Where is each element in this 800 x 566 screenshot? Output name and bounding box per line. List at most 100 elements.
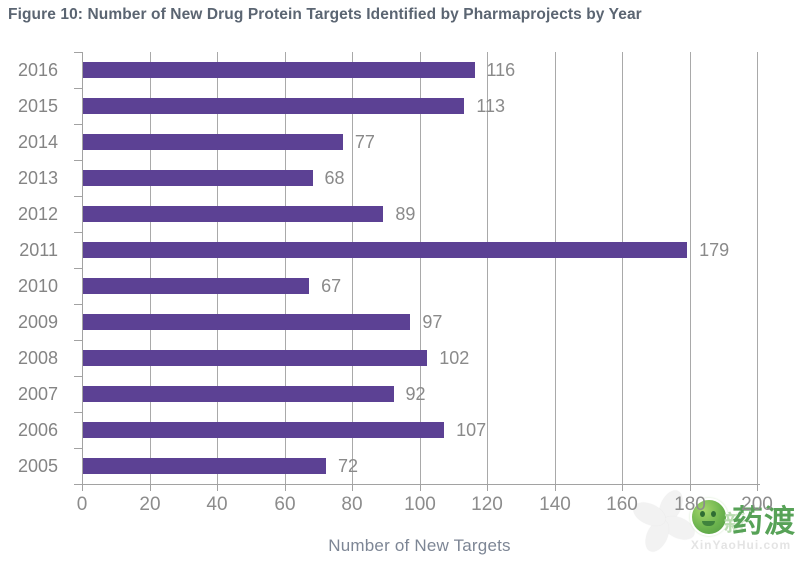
year-label: 2011	[19, 240, 58, 260]
year-label: 2006	[17, 420, 58, 440]
value-label: 68	[324, 168, 345, 188]
year-label: 2007	[17, 384, 58, 404]
bar-row-2010: 2010 67	[18, 268, 757, 304]
value-label: 72	[338, 456, 359, 476]
x-axis-tick	[82, 485, 83, 491]
x-axis-tick	[487, 485, 488, 491]
year-label: 2010	[17, 276, 58, 296]
gridline	[555, 52, 556, 484]
year-label: 2012	[17, 204, 58, 224]
x-tick-label: 180	[674, 494, 706, 515]
x-axis-title: Number of New Targets	[328, 536, 511, 555]
x-axis-line	[74, 484, 760, 485]
value-label: 89	[395, 204, 416, 224]
bar-row-2014: 2014 77	[18, 124, 757, 160]
x-tick-label: 120	[471, 494, 503, 515]
year-label: 2008	[17, 348, 58, 368]
x-axis-tick	[150, 485, 151, 491]
x-tick-label: 160	[606, 494, 638, 515]
gridline	[217, 52, 218, 484]
value-label: 67	[321, 276, 342, 296]
gridline	[420, 52, 421, 484]
value-label: 113	[476, 96, 506, 116]
bar-2008	[83, 350, 428, 366]
year-label: 2005	[17, 456, 58, 476]
y-axis-tick	[74, 412, 82, 413]
value-label: 97	[422, 312, 443, 332]
bar-2013	[83, 170, 313, 186]
x-tick-label: 80	[341, 494, 363, 515]
bar-row-2012: 2012 89	[18, 196, 757, 232]
bar-row-2008: 2008 102	[18, 340, 757, 376]
x-tick-label: 140	[539, 494, 571, 515]
x-axis-tick	[690, 485, 691, 491]
bar-2014	[83, 134, 343, 150]
year-label: 2013	[17, 168, 58, 188]
x-axis-tick	[757, 485, 758, 491]
plot-area: 2016 116 2015 113 2014 77 2013 68 2012 89 2011 179 2…	[18, 52, 760, 491]
x-axis-tick	[622, 485, 623, 491]
gridline	[690, 52, 691, 484]
x-axis-tick	[555, 485, 556, 491]
gridline	[150, 52, 151, 484]
y-axis-tick	[74, 340, 82, 341]
value-label: 77	[354, 132, 375, 152]
gridline	[285, 52, 286, 484]
year-label: 2016	[17, 60, 58, 80]
x-tick-label: 40	[206, 494, 228, 515]
y-axis-tick	[74, 268, 82, 269]
gridline	[757, 52, 758, 484]
x-axis-tick	[352, 485, 353, 491]
bar-2015	[83, 98, 465, 114]
mascot-mouth-icon	[702, 521, 715, 526]
y-axis-tick	[74, 232, 82, 233]
value-label: 116	[486, 60, 516, 80]
x-tick-label: 100	[404, 494, 436, 515]
x-axis-tick	[285, 485, 286, 491]
year-label: 2014	[17, 132, 58, 152]
bar-row-2016: 2016 116	[18, 52, 757, 88]
bar-row-2015: 2015 113	[18, 88, 757, 124]
y-axis-tick	[74, 448, 82, 449]
bar-2005	[83, 458, 326, 474]
bar-2009	[83, 314, 411, 330]
value-label: 107	[456, 420, 487, 440]
value-label: 92	[405, 384, 426, 404]
y-axis-tick	[74, 124, 82, 125]
value-label: 102	[439, 348, 470, 368]
bar-2016	[83, 62, 475, 78]
chart-title: Figure 10: Number of New Drug Protein Ta…	[8, 6, 642, 23]
bar-row-2011: 2011 179	[19, 232, 757, 268]
x-tick-label: 20	[139, 494, 161, 515]
gridline	[622, 52, 623, 484]
bar-row-2013: 2013 68	[18, 160, 757, 196]
bar-row-2005: 2005 72	[18, 448, 757, 484]
year-label: 2009	[17, 312, 58, 332]
bar-row-2006: 2006 107	[18, 412, 757, 448]
value-label: 179	[699, 240, 730, 260]
gridline	[352, 52, 353, 484]
y-axis-tick	[74, 88, 82, 89]
y-axis-tick	[74, 304, 82, 305]
y-axis-line	[82, 52, 83, 484]
x-tick-label: 0	[76, 494, 88, 515]
y-axis-tick	[74, 484, 82, 485]
x-tick-label: 200	[741, 494, 773, 515]
bar-row-2009: 2009 97	[18, 304, 757, 340]
x-axis-tick	[217, 485, 218, 491]
bar-2007	[83, 386, 394, 402]
y-axis-tick	[74, 196, 82, 197]
bar-2006	[83, 422, 445, 438]
x-tick-label: 60	[274, 494, 296, 515]
y-axis-tick	[74, 52, 82, 53]
bar-2010	[83, 278, 310, 294]
year-label: 2015	[17, 96, 58, 116]
bar-row-2007: 2007 92	[18, 376, 757, 412]
bar-2011	[83, 242, 688, 258]
y-axis-tick	[74, 376, 82, 377]
y-axis-tick	[74, 160, 82, 161]
x-axis-tick	[420, 485, 421, 491]
bar-2012	[83, 206, 384, 222]
gridline	[487, 52, 488, 484]
